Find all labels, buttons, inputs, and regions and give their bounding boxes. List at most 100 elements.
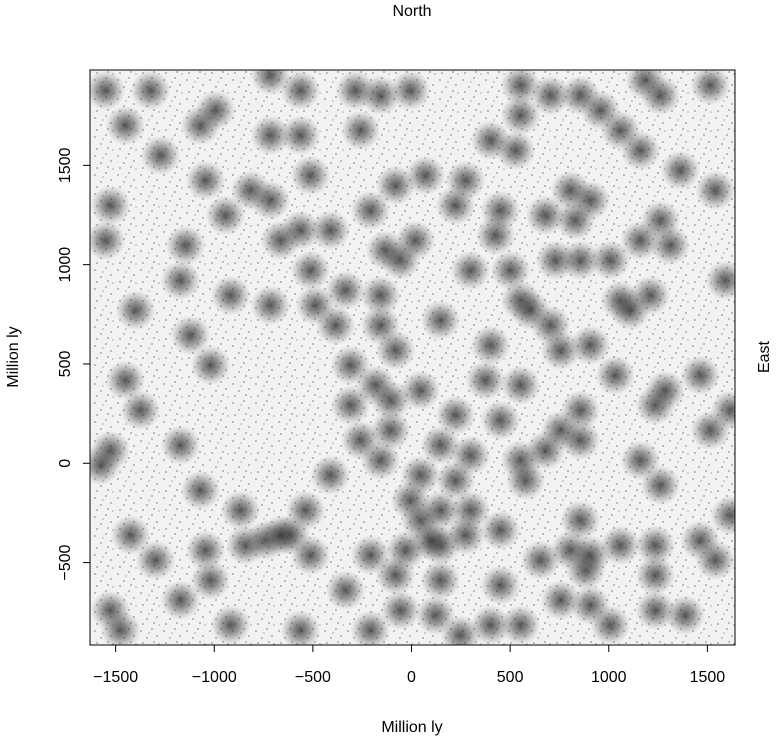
plot-frame xyxy=(89,69,736,646)
density-blob xyxy=(410,520,451,561)
density-blob xyxy=(280,115,321,156)
y-tick-label: 0 xyxy=(57,459,74,468)
y-tick-label: 1500 xyxy=(57,147,74,183)
density-blob xyxy=(190,345,231,386)
density-blob xyxy=(350,610,391,645)
density-blob xyxy=(435,185,476,226)
density-blob xyxy=(195,90,236,131)
density-blob xyxy=(250,285,291,326)
density-blob xyxy=(500,365,541,406)
x-tick-label: 1500 xyxy=(690,669,726,686)
x-tick-label: 0 xyxy=(407,669,416,686)
density-blob xyxy=(210,275,251,316)
density-blob xyxy=(360,75,401,116)
density-blob xyxy=(440,615,481,645)
density-blob xyxy=(640,75,681,116)
density-blob xyxy=(380,240,421,281)
x-axis-label: Million ly xyxy=(381,719,442,736)
density-blob xyxy=(380,590,421,631)
density-blob xyxy=(450,250,491,291)
density-blob xyxy=(260,515,301,556)
density-blob xyxy=(170,315,211,356)
density-blob xyxy=(160,580,201,621)
density-blob xyxy=(190,560,231,601)
x-tick-label: 1000 xyxy=(591,669,627,686)
density-blob xyxy=(500,70,541,106)
density-blob xyxy=(375,330,416,371)
density-blob xyxy=(250,70,291,96)
density-blob xyxy=(105,360,146,401)
density-blob xyxy=(360,275,401,316)
density-blob xyxy=(160,260,201,301)
density-blob xyxy=(135,540,176,581)
density-blob xyxy=(500,605,541,645)
density-blob xyxy=(480,510,521,551)
chart-title: North xyxy=(392,3,431,20)
density-blob xyxy=(90,445,121,486)
density-blob xyxy=(420,300,461,341)
density-blob xyxy=(325,570,366,611)
density-blob xyxy=(640,465,681,506)
density-blob xyxy=(590,240,631,281)
density-blob xyxy=(710,390,735,431)
density-blob xyxy=(250,115,291,156)
density-blob xyxy=(680,355,721,396)
density-blob xyxy=(90,185,131,226)
density-blob xyxy=(480,400,521,441)
density-blob xyxy=(180,470,221,511)
density-blob xyxy=(635,525,676,566)
density-blob xyxy=(185,530,226,571)
density-blob xyxy=(540,580,581,621)
density-blob xyxy=(645,370,686,411)
density-blob xyxy=(630,275,671,316)
density-blob xyxy=(115,290,156,331)
density-blob xyxy=(555,200,596,241)
x-tick-label: −1000 xyxy=(192,669,237,686)
density-blob xyxy=(290,250,331,291)
density-blob xyxy=(310,455,351,496)
density-blob xyxy=(110,515,151,556)
density-blob xyxy=(660,150,701,191)
density-blob xyxy=(435,395,476,436)
density-blob xyxy=(690,70,731,106)
density-blob xyxy=(140,135,181,176)
density-blob xyxy=(595,355,636,396)
density-blob xyxy=(705,260,735,301)
density-blob xyxy=(390,70,431,111)
density-blob xyxy=(100,610,141,645)
density-blob xyxy=(160,425,201,466)
density-blob xyxy=(130,70,171,111)
density-blob xyxy=(465,360,506,401)
density-blob xyxy=(695,540,735,581)
right-label: East xyxy=(756,340,773,373)
density-blob xyxy=(360,440,401,481)
density-blob xyxy=(470,605,511,645)
density-blob xyxy=(560,420,601,461)
density-blob xyxy=(505,460,546,501)
density-blob xyxy=(105,105,146,146)
density-blob xyxy=(470,325,511,366)
density-blob xyxy=(350,190,391,231)
density-blob xyxy=(710,495,735,536)
density-blob xyxy=(420,425,461,466)
y-tick-label: 500 xyxy=(57,351,74,378)
density-blob xyxy=(280,70,321,111)
density-blob xyxy=(525,195,566,236)
density-blob xyxy=(445,515,486,556)
density-blob xyxy=(220,490,261,531)
density-blob xyxy=(500,95,541,136)
density-layer xyxy=(90,70,735,645)
density-blob xyxy=(120,390,161,431)
y-axis-label: Million ly xyxy=(5,326,22,387)
density-blob xyxy=(210,605,251,645)
y-tick-label: −500 xyxy=(57,544,74,580)
density-blob xyxy=(540,330,581,371)
density-blob xyxy=(570,585,611,626)
density-blob xyxy=(205,195,246,236)
x-tick-label: −1500 xyxy=(93,669,138,686)
density-blob xyxy=(665,595,706,636)
density-blob xyxy=(315,305,356,346)
density-blob xyxy=(560,75,601,116)
density-blob xyxy=(695,170,735,211)
